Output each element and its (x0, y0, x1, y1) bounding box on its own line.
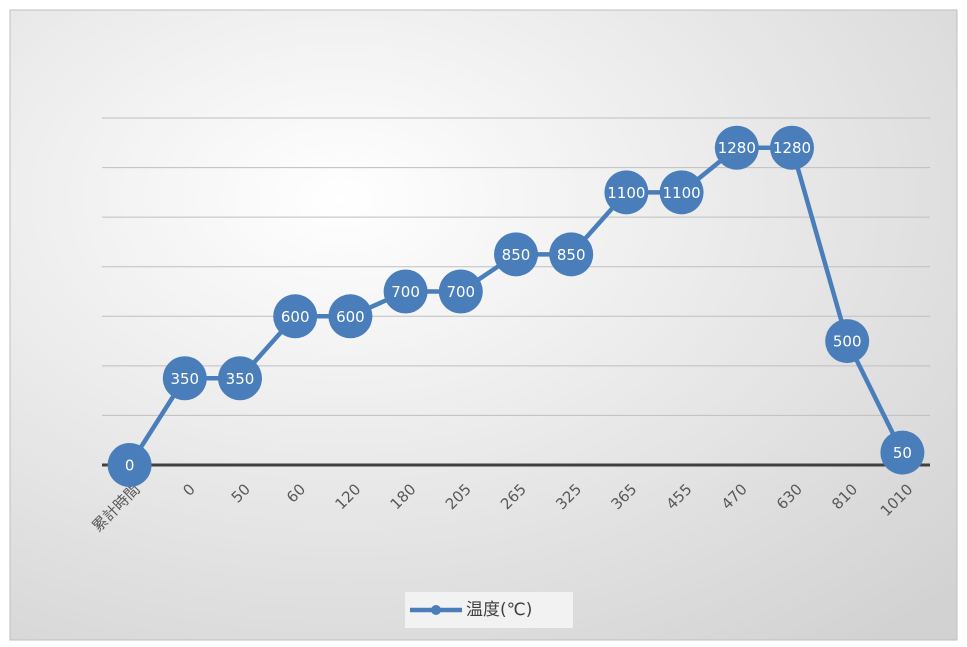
chart-area (9, 9, 958, 641)
marker (218, 356, 262, 401)
marker (770, 125, 814, 170)
marker (714, 125, 759, 170)
data-label: 600 (281, 308, 310, 326)
marker (659, 170, 704, 215)
data-label: 500 (833, 333, 862, 351)
data-label: 350 (226, 370, 255, 388)
data-label: 350 (170, 370, 199, 388)
marker (494, 232, 538, 277)
marker (273, 294, 318, 339)
marker (880, 430, 925, 475)
marker (825, 319, 870, 364)
data-label: 700 (391, 283, 420, 301)
marker (438, 269, 483, 314)
marker (549, 232, 594, 277)
data-label: 700 (446, 283, 475, 301)
data-label: 1100 (663, 184, 701, 202)
data-label: 0 (125, 457, 135, 475)
data-label: 1280 (718, 139, 756, 157)
data-label: 1100 (607, 184, 645, 202)
data-label: 850 (502, 246, 531, 264)
data-label: 850 (557, 246, 586, 264)
legend-marker (431, 605, 441, 615)
marker (107, 443, 152, 487)
marker (328, 294, 373, 339)
marker (604, 170, 649, 215)
marker (383, 269, 428, 314)
data-label: 50 (893, 444, 912, 462)
marker (162, 356, 207, 401)
data-label: 1280 (773, 139, 811, 157)
legend-label: 温度(℃) (466, 600, 532, 620)
data-label: 600 (336, 308, 365, 326)
